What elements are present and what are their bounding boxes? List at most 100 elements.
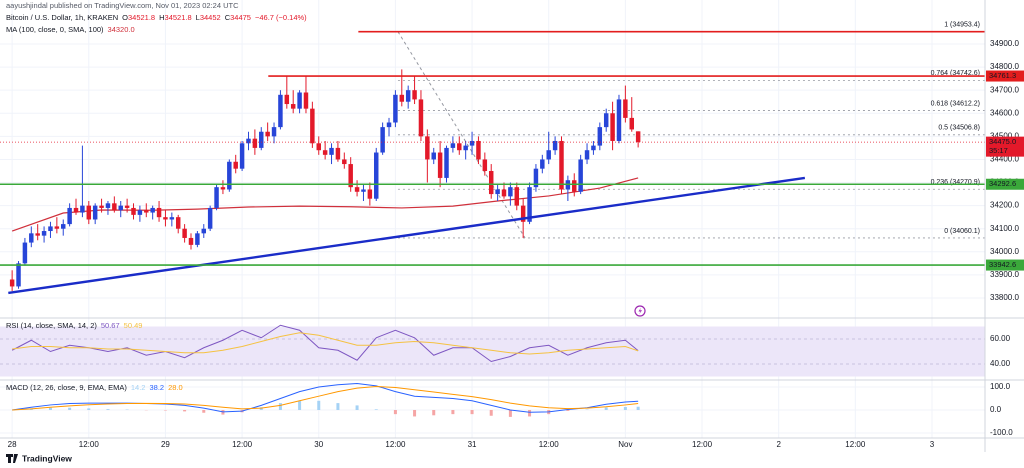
candle-body [310,108,315,144]
macd-value: 38.2 [149,383,164,392]
candle-body [182,228,187,238]
ohlc-value: 34521.8 [128,13,155,22]
candle-body [99,205,104,208]
candle-body [67,207,72,225]
macd-histogram-bar [87,408,91,410]
candle-body [425,136,430,160]
candle-body [195,233,200,245]
marks-layer: 1 (34953.4) 0.764 (34742.6) 0.618 (34612.2… [0,22,985,417]
candle-body [322,150,328,155]
rsi-name: RSI (14, close, SMA, 14, 2) [6,321,97,330]
candle-body [527,187,532,222]
candle-body [482,159,488,171]
alert-bolt [638,307,642,315]
candle-body [112,203,117,211]
macd-histogram-bar [623,407,627,410]
candle-body [367,189,373,199]
rsi-line [11,324,639,363]
candle-body [520,205,526,222]
macd-histogram-bar [183,410,187,412]
candle-body [175,217,181,229]
macd-histogram-bar [298,400,302,410]
macd-hist-value: 14.2 [131,383,146,392]
candle-body [386,122,392,128]
candle-body [597,127,603,146]
candle-body [124,205,130,208]
last-price-label: 34475.0 [989,137,1016,146]
trendline [8,176,806,295]
candle-body [220,187,226,190]
candle-body [329,147,334,155]
ohlc-letter: H [159,13,164,22]
candle-body [246,138,251,144]
rsi-band [0,326,985,377]
y-tick-label: 33800.0 [990,293,1019,302]
candle-body [380,127,385,153]
candle-body [584,150,590,160]
candle-body [603,113,609,128]
candle-body [399,94,405,102]
candle-body [540,159,545,169]
candle-body [469,140,475,146]
macd-histogram-bar [336,403,340,410]
x-tick-label: 29 [161,440,170,449]
candle-body [616,99,622,141]
ma-legend: MA (100, close, 0, SMA, 100) 34320.0 [6,25,135,34]
candle-body [105,203,111,208]
macd-histogram-bar [470,410,474,415]
fib-label: 0.618 (34612.2) [931,100,980,107]
x-tick-label: 12:00 [232,440,253,449]
fib-label: 0 (34060.1) [944,228,980,235]
candle-body [54,226,60,229]
macd-histogram-bar [106,409,110,410]
candle-body [22,242,28,264]
alert-icon[interactable] [634,305,646,317]
macd-histogram-bar [278,403,282,410]
fib-label: 0.764 (34742.6) [931,70,980,77]
ohlc-letter: O [122,13,128,22]
candle-body [457,143,462,151]
axes-layer: 28 12:00 29 12:00 30 12:00 31 12:00 Nov 12:00 2 12:… [0,0,1024,452]
rsi-ma-line [12,332,639,355]
y-tick-label: 33900.0 [990,270,1019,279]
price-change: −46.7 (−0.14%) [255,13,307,22]
candle-body [207,207,213,229]
macd-histogram-bar [432,410,436,416]
candle-body [354,187,360,192]
candle-body [552,140,558,151]
macd-histogram-bar [393,410,397,415]
candle-body [150,207,155,213]
candle-body [278,94,283,128]
candle-body [533,168,539,188]
candle-body [41,231,47,236]
candle-body [501,189,507,197]
candle-body [259,131,264,148]
y-tick-label: 34600.0 [990,108,1019,117]
candle-body [476,140,481,160]
macd-histogram-bar [48,407,52,410]
macd-signal-value: 28.0 [168,383,183,392]
macd-histogram-bar [636,406,640,410]
symbol-name: Bitcoin / U.S. Dollar, 1h, KRAKEN [6,13,118,22]
macd-histogram-bar [355,405,359,410]
macd-tick-label: 0.0 [990,405,1002,414]
candle-body [271,127,277,137]
candle-body [48,226,53,232]
candle-body [591,145,596,151]
fib-label: 0.236 (34270.9) [931,179,980,186]
y-tick-label: 34000.0 [990,247,1019,256]
y-tick-label: 34200.0 [990,201,1019,210]
publisher: aayushjindal published on TradingView.co… [6,1,239,10]
candle-body [559,140,564,190]
candle-body [431,152,436,160]
candle-body [412,90,417,100]
macd-histogram-bar [528,410,532,417]
candle-body [265,131,270,137]
candle-body [92,205,98,220]
candle-body [86,205,92,220]
candle-body [342,159,347,165]
x-tick-label: 12:00 [845,440,866,449]
candle-body [137,210,143,215]
candle-body [131,207,136,215]
